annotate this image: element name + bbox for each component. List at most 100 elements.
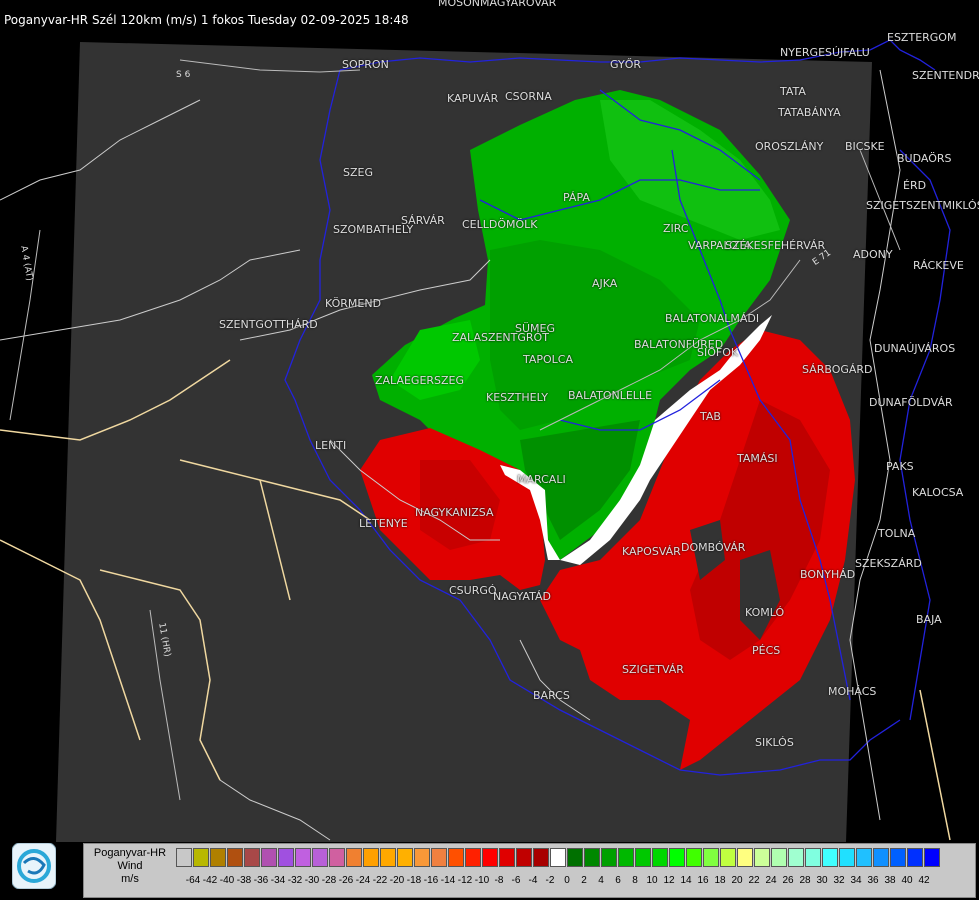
city-label: SZEKSZÁRD	[855, 557, 922, 570]
city-label: LENTI	[315, 439, 347, 452]
city-label: AJKA	[592, 277, 618, 290]
legend-swatch	[550, 848, 566, 867]
legend-tick-label: -2	[545, 875, 555, 886]
legend-swatch	[499, 848, 515, 867]
legend-swatches	[176, 848, 941, 869]
city-label: TAPOLCA	[523, 353, 574, 366]
legend-tick-label: 40	[901, 875, 913, 886]
legend-tick-label: 24	[765, 875, 777, 886]
legend-swatch	[635, 848, 651, 867]
city-label: SOPRON	[342, 58, 389, 71]
legend-tick-label: -40	[219, 875, 235, 886]
city-label: SZEG	[343, 166, 373, 179]
city-label: KOMLÓ	[745, 606, 785, 619]
legend-tick-label: 2	[581, 875, 587, 886]
legend-swatch	[431, 848, 447, 867]
legend-tick-label: -8	[494, 875, 504, 886]
legend-swatch	[278, 848, 294, 867]
legend-swatch	[465, 848, 481, 867]
legend-tick-label: -32	[287, 875, 303, 886]
city-label: LETENYE	[359, 517, 408, 530]
city-label: KÖRMEND	[325, 297, 382, 310]
city-label: SÁRVÁR	[401, 214, 445, 227]
city-label: MOHÁCS	[828, 685, 877, 698]
legend-swatch	[703, 848, 719, 867]
legend-product: Wind	[117, 860, 143, 872]
city-label: PÁPA	[563, 191, 590, 204]
radar-echo-red	[360, 330, 855, 770]
city-label: SZIGETSZENTMIKLÓS	[866, 199, 979, 212]
city-label: ADONY	[853, 248, 893, 261]
city-label: BUDAÖRS	[897, 152, 952, 165]
legend-swatch	[210, 848, 226, 867]
legend-tick-label: 10	[646, 875, 658, 886]
legend-swatch	[397, 848, 413, 867]
legend-swatch	[380, 848, 396, 867]
city-label: ESZTERGOM	[887, 31, 957, 44]
city-label: ZALAEGERSZEG	[375, 374, 465, 387]
city-label: TOLNA	[878, 527, 916, 540]
roads	[0, 359, 951, 841]
city-label: BAJA	[916, 613, 942, 626]
legend-tick-label: -30	[304, 875, 320, 886]
highways	[9, 59, 901, 801]
legend-swatch	[312, 848, 328, 867]
legend-tick-label: 16	[697, 875, 709, 886]
city-label: BALATONLELLE	[568, 389, 653, 402]
city-label: DOMBÓVÁR	[681, 541, 746, 554]
legend-tick-label: 18	[714, 875, 726, 886]
legend-tick-label: 22	[748, 875, 760, 886]
legend-swatch	[924, 848, 940, 867]
city-label: PÉCS	[752, 644, 781, 657]
city-label: CSORNA	[505, 90, 552, 103]
legend-swatch	[295, 848, 311, 867]
legend-radar-name: Poganyvar-HR	[93, 847, 167, 859]
city-label: CELLDÖMÖLK	[462, 218, 538, 231]
legend-tick-label: -22	[372, 875, 388, 886]
legend-swatch	[737, 848, 753, 867]
city-label: MARCALI	[517, 473, 566, 486]
legend-swatch	[567, 848, 583, 867]
legend-swatch	[873, 848, 889, 867]
city-label: SZIGETVÁR	[622, 663, 684, 676]
legend-tick-label: 32	[833, 875, 845, 886]
city-label: KALOCSA	[912, 486, 964, 499]
city-label: KAPUVÁR	[447, 92, 499, 105]
legend-tick-label: -28	[321, 875, 337, 886]
legend-swatch	[601, 848, 617, 867]
city-label: TATABÁNYA	[778, 106, 841, 119]
legend-tick-label: -18	[406, 875, 422, 886]
city-label: SIKLÓS	[755, 736, 794, 749]
legend-swatch	[533, 848, 549, 867]
legend-tick-label: -20	[389, 875, 405, 886]
legend-tick-label: -26	[338, 875, 354, 886]
city-label: DUNAÚJVÁROS	[874, 342, 956, 355]
legend-tick-label: 8	[632, 875, 638, 886]
legend-swatch	[618, 848, 634, 867]
legend-swatch	[856, 848, 872, 867]
legend-tick-label: 6	[615, 875, 621, 886]
radar-title: Poganyvar-HR Szél 120km (m/s) 1 fokos Tu…	[4, 13, 409, 27]
city-label: VARPALOTA	[688, 239, 752, 252]
legend-swatch	[652, 848, 668, 867]
legend-tick-label: 0	[564, 875, 570, 886]
legend-tick-label: -14	[440, 875, 456, 886]
city-label: ZIRC	[663, 222, 689, 235]
legend-swatch	[346, 848, 362, 867]
city-label: MOSONMAGYARÓVÁR	[438, 0, 557, 9]
city-label: SÜMEG	[515, 322, 555, 335]
legend-swatch	[516, 848, 532, 867]
legend-tick-label: -4	[528, 875, 538, 886]
legend-tick-label: 30	[816, 875, 828, 886]
legend-tick-label: -6	[511, 875, 521, 886]
legend-tick-label: 26	[782, 875, 794, 886]
legend-tick-label: -42	[202, 875, 218, 886]
legend-tick-label: 42	[918, 875, 930, 886]
city-label: RÁCKEVE	[913, 259, 964, 272]
legend-swatch	[805, 848, 821, 867]
city-label: SIÓFOK	[697, 346, 739, 359]
city-label: SZOMBATHELY	[333, 223, 414, 236]
legend-title: Poganyvar-HR Wind m/s	[86, 847, 174, 886]
city-label: TAMÁSI	[737, 452, 778, 465]
city-label: BALATONFÜRED	[634, 338, 724, 351]
